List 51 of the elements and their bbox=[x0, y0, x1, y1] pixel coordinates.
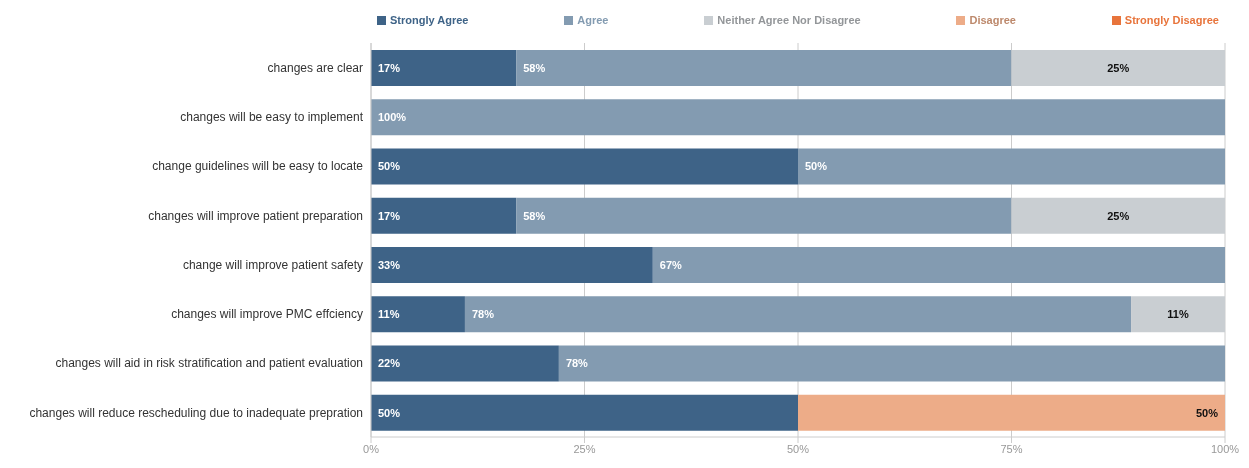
y-tick-label: changes will improve PMC effciency bbox=[171, 307, 363, 322]
data-label: 25% bbox=[1107, 61, 1130, 74]
bar bbox=[464, 296, 1132, 333]
data-label: 67% bbox=[659, 258, 683, 271]
x-tick-label: 75% bbox=[1000, 442, 1023, 455]
y-tick-label: changes will aid in risk stratification and patient evaluation bbox=[55, 356, 363, 371]
x-tick-label: 0% bbox=[363, 442, 380, 455]
y-tick-label: changes will reduce rescheduling due to inadequate prepration bbox=[29, 405, 363, 420]
bar bbox=[516, 50, 1012, 86]
bar bbox=[798, 394, 1225, 431]
x-tick-label: 100% bbox=[1210, 442, 1240, 455]
bar bbox=[371, 148, 798, 185]
y-tick-label: change will improve patient safety bbox=[182, 257, 363, 272]
x-tick-label: 50% bbox=[786, 442, 810, 455]
y-tick-label: change guidelines will be easy to locate bbox=[152, 159, 364, 174]
legend-label: Strongly Disagree bbox=[1123, 14, 1219, 26]
data-label: 11% bbox=[378, 308, 400, 321]
data-label: 25% bbox=[1107, 209, 1130, 222]
data-label: 58% bbox=[523, 209, 546, 222]
bar bbox=[371, 99, 1225, 136]
legend-label: Neither Agree Nor Disagree bbox=[716, 14, 861, 26]
data-label: 22% bbox=[378, 357, 401, 370]
data-label: 50% bbox=[378, 406, 401, 419]
data-label: 58% bbox=[523, 61, 546, 74]
y-tick-label: changes will be easy to implement bbox=[180, 110, 364, 125]
bar bbox=[371, 247, 653, 283]
legend-label: Disagree bbox=[968, 14, 1016, 26]
data-label: 11% bbox=[1167, 308, 1189, 321]
data-label: 100% bbox=[378, 111, 407, 124]
legend-label: Strongly Agree bbox=[389, 14, 469, 26]
bar bbox=[516, 197, 1012, 234]
y-tick-label: changes are clear bbox=[267, 60, 363, 75]
bar bbox=[371, 296, 465, 333]
bar bbox=[558, 345, 1225, 382]
data-label: 78% bbox=[565, 357, 589, 370]
data-label: 50% bbox=[378, 160, 401, 173]
data-label: 33% bbox=[378, 258, 401, 271]
bar bbox=[371, 197, 517, 234]
legend-label: Agree bbox=[576, 14, 609, 26]
bar bbox=[652, 247, 1225, 283]
bar bbox=[798, 148, 1225, 185]
bar bbox=[371, 394, 798, 431]
bar bbox=[371, 50, 517, 86]
y-tick-label: changes will improve patient preparation bbox=[148, 208, 363, 223]
data-label: 50% bbox=[1195, 406, 1219, 419]
data-label: 78% bbox=[471, 308, 495, 321]
bar bbox=[371, 345, 559, 382]
data-label: 50% bbox=[805, 160, 828, 173]
data-label: 17% bbox=[378, 209, 401, 222]
x-tick-label: 25% bbox=[573, 442, 596, 455]
data-label: 17% bbox=[378, 61, 401, 74]
